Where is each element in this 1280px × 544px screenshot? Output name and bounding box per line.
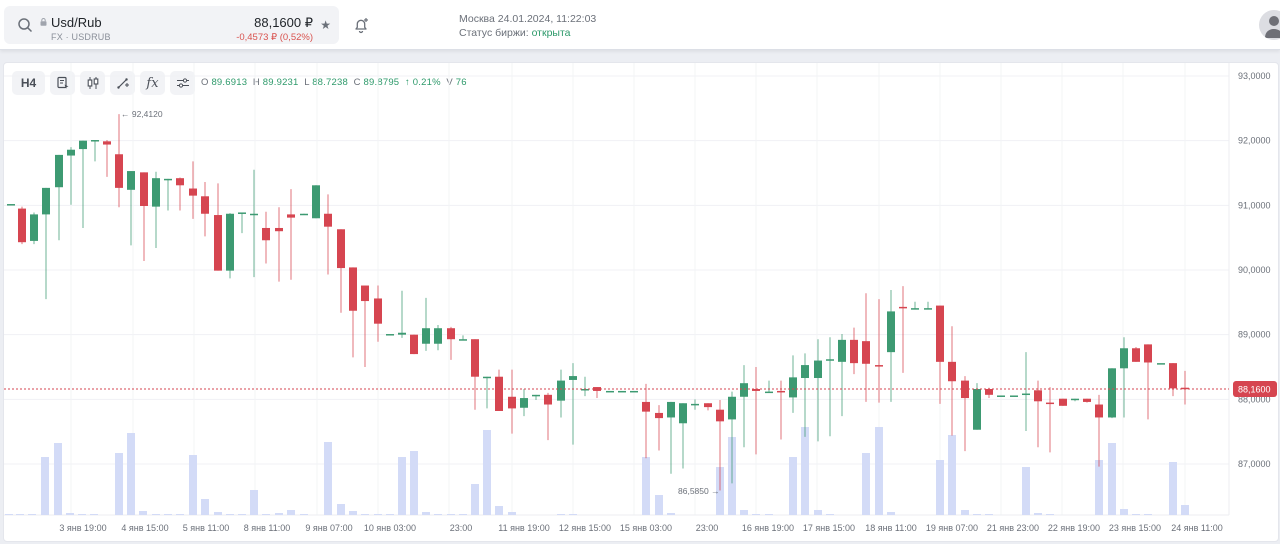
search-icon bbox=[18, 18, 33, 33]
chart-toolbar: H4 fx bbox=[12, 71, 195, 95]
indicators-icon: fx bbox=[146, 75, 159, 91]
indicators-button[interactable]: fx bbox=[140, 71, 165, 95]
svg-text:18 янв 11:00: 18 янв 11:00 bbox=[865, 523, 917, 533]
svg-text:24 янв 11:00: 24 янв 11:00 bbox=[1171, 523, 1223, 533]
instrument-selector[interactable]: Usd/Rub FX · USDRUB 88,1600 ₽ -0,4573 ₽ … bbox=[4, 6, 339, 44]
svg-text:92,0000: 92,0000 bbox=[1238, 136, 1271, 146]
ohlc-change: ↑ 0.21% bbox=[404, 77, 441, 88]
svg-text:12 янв 15:00: 12 янв 15:00 bbox=[559, 523, 611, 533]
candlestick-chart[interactable]: 93,0000 92,0000 91,0000 90,0000 89,0000 88,00… bbox=[4, 63, 1280, 543]
svg-text:90,0000: 90,0000 bbox=[1238, 265, 1271, 275]
lock-icon bbox=[40, 18, 47, 26]
svg-text:15 янв 03:00: 15 янв 03:00 bbox=[620, 523, 672, 533]
instrument-name: Usd/Rub bbox=[51, 15, 102, 30]
instrument-code: FX · USDRUB bbox=[51, 32, 111, 42]
svg-text:← 92,4120: ← 92,4120 bbox=[121, 109, 163, 119]
add-alert-bell-icon[interactable] bbox=[352, 16, 370, 34]
svg-text:8 янв 11:00: 8 янв 11:00 bbox=[244, 523, 291, 533]
svg-text:4 янв 15:00: 4 янв 15:00 bbox=[121, 523, 168, 533]
svg-text:23:00: 23:00 bbox=[450, 523, 473, 533]
svg-text:16 янв 19:00: 16 янв 19:00 bbox=[742, 523, 794, 533]
price-change: -0,4573 ₽ (0,52%) bbox=[236, 32, 313, 43]
ohlc-open: 89.6913 bbox=[211, 77, 248, 88]
avatar[interactable] bbox=[1259, 10, 1280, 40]
svg-text:91,0000: 91,0000 bbox=[1238, 200, 1271, 210]
interval-button[interactable]: H4 bbox=[12, 71, 45, 95]
user-icon bbox=[1265, 16, 1280, 38]
svg-text:88,0000: 88,0000 bbox=[1238, 394, 1271, 404]
chart-panel[interactable]: H4 fx O 89.6913 H 89.9231 L 88.7238 C 89… bbox=[3, 62, 1279, 542]
svg-text:19 янв 07:00: 19 янв 07:00 bbox=[926, 523, 978, 533]
last-price: 88,1600 ₽ bbox=[254, 15, 313, 30]
svg-text:23 янв 15:00: 23 янв 15:00 bbox=[1109, 523, 1161, 533]
moscow-time: Москва 24.01.2024, 11:22:03 bbox=[459, 13, 597, 25]
chart-type-icon bbox=[56, 76, 68, 89]
ohlc-volume: 76 bbox=[455, 77, 467, 88]
candles-button[interactable] bbox=[80, 71, 105, 95]
svg-text:11 янв 19:00: 11 янв 19:00 bbox=[498, 523, 550, 533]
svg-text:22 янв 19:00: 22 янв 19:00 bbox=[1048, 523, 1100, 533]
svg-text:21 янв 23:00: 21 янв 23:00 bbox=[987, 523, 1039, 533]
ohlc-close: 89.8795 bbox=[363, 77, 400, 88]
candles-icon bbox=[87, 77, 98, 89]
svg-text:86,5850 →: 86,5850 → bbox=[678, 486, 720, 496]
svg-text:3 янв 19:00: 3 янв 19:00 bbox=[59, 523, 106, 533]
top-bar: Usd/Rub FX · USDRUB 88,1600 ₽ -0,4573 ₽ … bbox=[0, 0, 1280, 50]
draw-line-button[interactable] bbox=[110, 71, 135, 95]
svg-text:89,0000: 89,0000 bbox=[1238, 330, 1271, 340]
svg-text:88,1600: 88,1600 bbox=[1238, 385, 1271, 395]
draw-line-icon bbox=[116, 78, 129, 89]
exchange-status-value: открыта bbox=[531, 27, 571, 39]
exchange-status: Статус биржи: открыта bbox=[459, 27, 571, 39]
star-icon[interactable]: ★ bbox=[320, 18, 331, 32]
settings-sliders-icon bbox=[176, 78, 189, 88]
svg-text:5 янв 11:00: 5 янв 11:00 bbox=[183, 523, 230, 533]
svg-text:87,0000: 87,0000 bbox=[1238, 459, 1271, 469]
chart-settings-button[interactable] bbox=[170, 71, 195, 95]
exchange-clock: Москва 24.01.2024, 11:22:03 Статус биржи… bbox=[459, 12, 596, 40]
ohlc-low: 88.7238 bbox=[312, 77, 348, 88]
svg-text:17 янв 15:00: 17 янв 15:00 bbox=[803, 523, 855, 533]
ohlc-high: 89.9231 bbox=[262, 77, 299, 88]
svg-text:9 янв 07:00: 9 янв 07:00 bbox=[305, 523, 352, 533]
svg-text:10 янв 03:00: 10 янв 03:00 bbox=[364, 523, 416, 533]
ohlc-legend: O 89.6913 H 89.9231 L 88.7238 C 89.8795 … bbox=[201, 77, 467, 88]
svg-text:23:00: 23:00 bbox=[696, 523, 719, 533]
svg-text:93,0000: 93,0000 bbox=[1238, 71, 1271, 81]
